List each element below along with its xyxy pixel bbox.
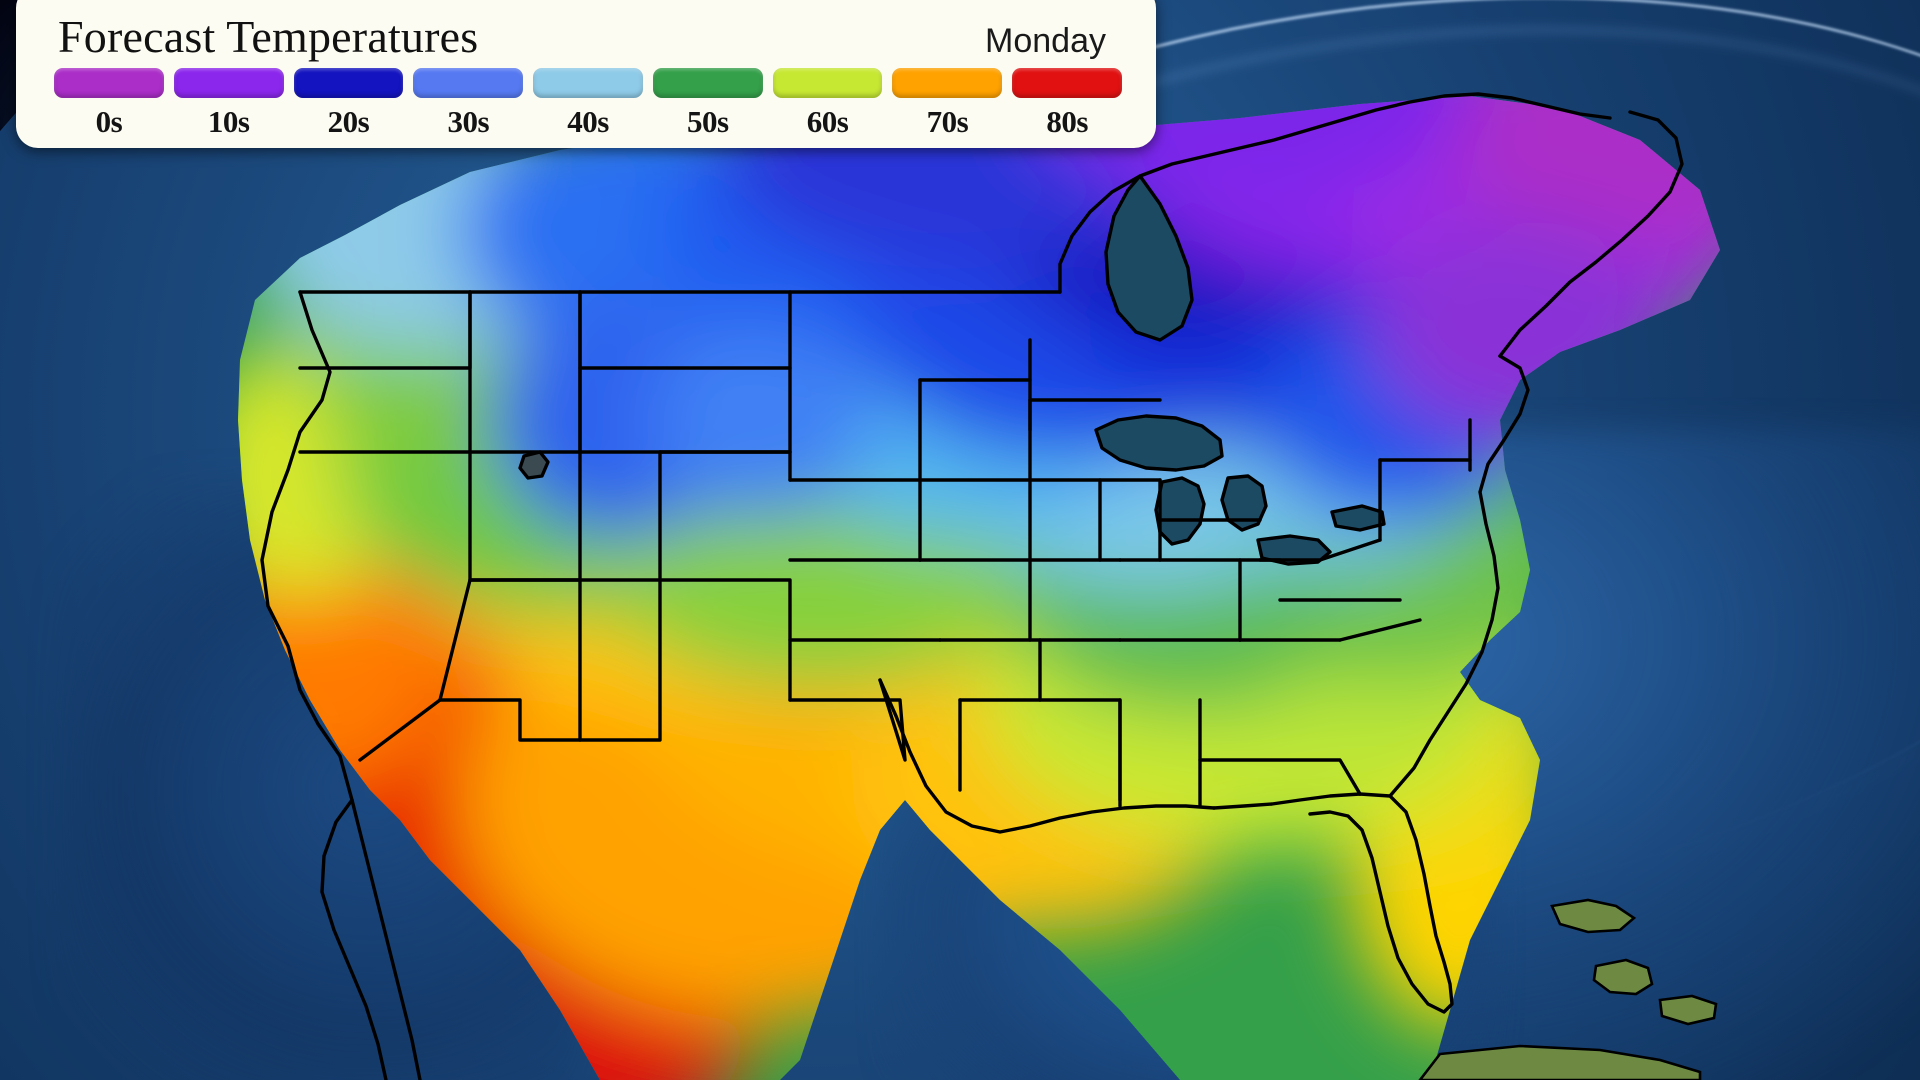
legend-bin-50s[interactable]: 50s <box>652 68 763 140</box>
bahamas-central <box>1592 958 1654 996</box>
east-coast-line <box>1388 354 1530 798</box>
legend-bin-30s[interactable]: 30s <box>413 68 524 140</box>
legend-label-10s: 10s <box>207 104 250 139</box>
kansas-oklahoma <box>658 578 792 702</box>
mississippi <box>1038 698 1122 802</box>
legend-swatch-20s <box>293 68 404 98</box>
legend-header: Forecast Temperatures Monday <box>40 0 1132 60</box>
lake-michigan <box>1154 476 1206 546</box>
bahamas-south <box>1658 994 1718 1026</box>
northern-canada-coast <box>1058 92 1612 294</box>
legend-swatch-10s <box>173 68 284 98</box>
caribbean-islands <box>1418 898 1718 1080</box>
legend-bin-40s[interactable]: 40s <box>533 68 643 140</box>
california-east <box>358 450 472 762</box>
washington-border <box>298 290 472 370</box>
sc-nc-border <box>1338 618 1422 642</box>
legend-label-30s: 30s <box>447 104 490 139</box>
legend-bin-20s[interactable]: 20s <box>293 68 404 140</box>
legend-bin-10s[interactable]: 10s <box>173 68 284 140</box>
legend-label-70s: 70s <box>926 104 969 139</box>
legend-bin-70s[interactable]: 70s <box>892 68 1003 140</box>
idaho-border <box>468 290 582 454</box>
legend-swatch-40s <box>533 68 643 98</box>
florida-north <box>1198 758 1362 796</box>
bahamas-north <box>1550 898 1637 934</box>
legend-bin-0s[interactable]: 0s <box>54 68 164 140</box>
montana-south <box>578 290 792 370</box>
virginia-north <box>1258 538 1382 562</box>
legend-swatch-50s <box>652 68 763 98</box>
page-title: Forecast Temperatures <box>58 11 479 62</box>
great-salt-lake <box>518 450 550 480</box>
labrador-coast <box>1498 110 1684 358</box>
legend-swatch-60s <box>772 68 883 98</box>
lake-huron <box>1220 474 1268 532</box>
florida-peninsula <box>1212 792 1454 1014</box>
arkansas <box>938 638 1042 702</box>
lake-ontario <box>1330 504 1386 532</box>
legend-bin-80s[interactable]: 80s <box>1012 68 1123 140</box>
legend-bin-60s[interactable]: 60s <box>772 68 883 140</box>
legend-swatch-0s <box>54 68 164 98</box>
arizona-nm-south <box>438 578 662 742</box>
legend-swatch-30s <box>413 68 524 98</box>
baja-peninsula <box>320 798 388 1080</box>
oklahoma-texas <box>788 678 907 762</box>
legend-label-0s: 0s <box>95 104 123 139</box>
gulf-coast-line <box>878 678 1216 834</box>
legend-swatch-70s <box>892 68 1003 98</box>
legend-label-80s: 80s <box>1046 104 1088 139</box>
cuba <box>1418 1044 1702 1080</box>
legend-swatch-80s <box>1012 68 1123 98</box>
temperature-legend-panel: Forecast Temperatures Monday 0s 10s 20s 30s… <box>16 0 1156 148</box>
lake-superior <box>1094 414 1224 472</box>
hudson-bay <box>1104 174 1194 342</box>
legend-label-20s: 20s <box>327 104 370 139</box>
west-coast-line <box>260 290 422 1080</box>
legend-label-50s: 50s <box>687 104 729 139</box>
forecast-day-label: Monday <box>985 22 1106 60</box>
legend-label-40s: 40s <box>567 104 609 139</box>
legend-label-60s: 60s <box>806 104 849 139</box>
temperature-scale: 0s 10s 20s 30s 40s 50s 60s 70s 80s <box>40 60 1132 140</box>
